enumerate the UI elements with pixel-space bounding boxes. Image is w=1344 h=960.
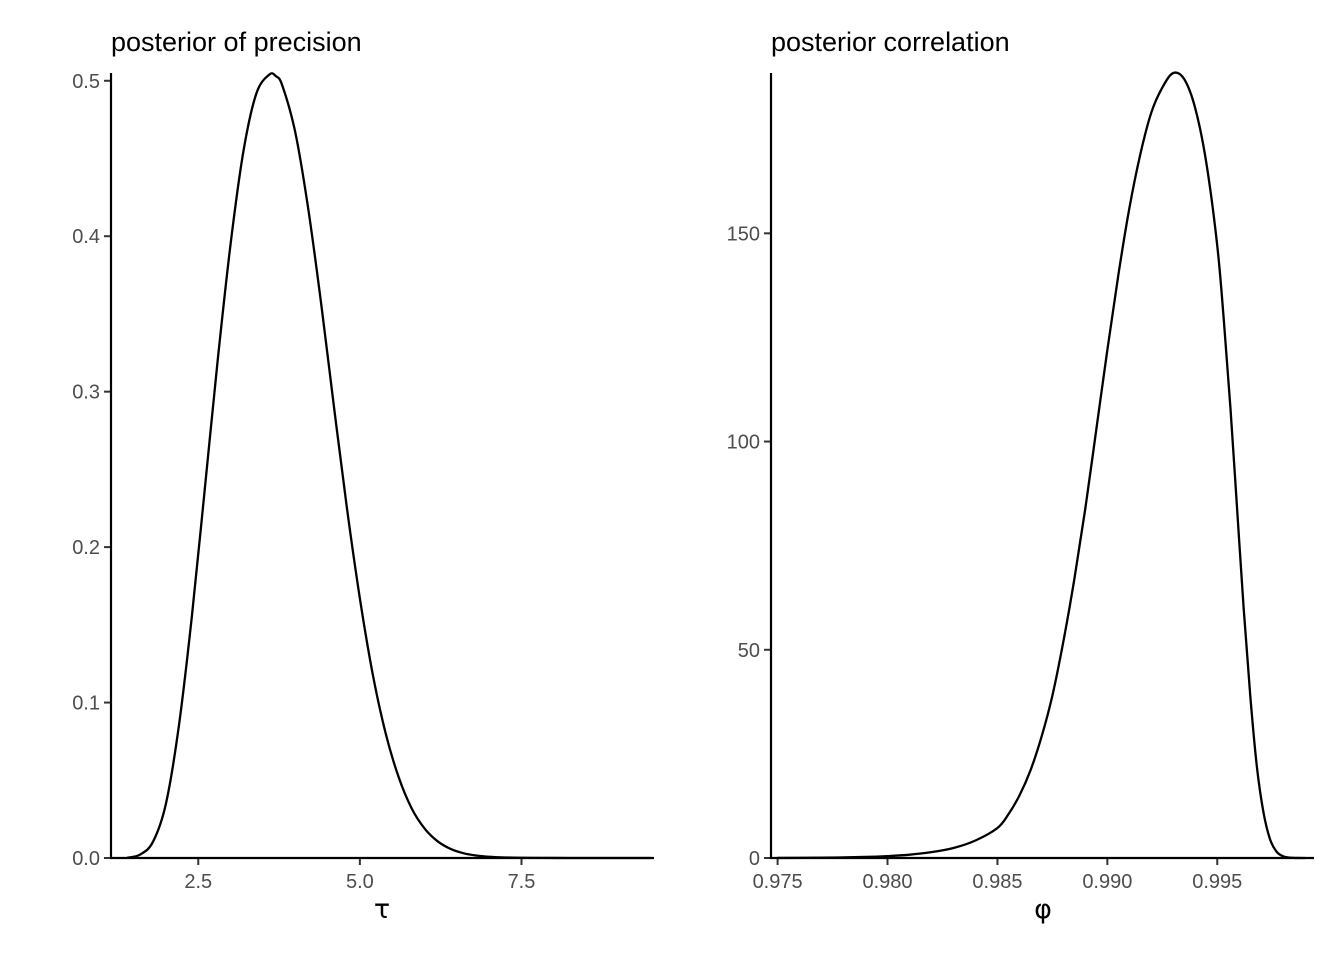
correlation-title: posterior correlation (771, 27, 1010, 57)
precision-x-axis-label: τ (374, 894, 390, 925)
precision-y-tick-label: 0.3 (72, 382, 100, 404)
correlation-x-axis-label: φ (1034, 894, 1052, 925)
correlation-y-tick-label: 50 (738, 640, 760, 662)
precision-x-tick-label: 2.5 (184, 871, 212, 893)
correlation-y-tick-label: 150 (727, 223, 760, 245)
correlation-density-line (777, 71, 1306, 860)
correlation-x-tick-label: 0.995 (1192, 871, 1242, 893)
precision-y-tick-label: 0.5 (72, 71, 100, 93)
precision-y-axis-ticks: 0.0 0.1 0.2 0.3 0.4 0.5 (72, 71, 111, 870)
precision-y-tick-label: 0.2 (72, 537, 100, 559)
precision-x-tick-label: 7.5 (508, 871, 536, 893)
precision-y-tick-label: 0.4 (72, 226, 100, 248)
precision-x-tick-label: 5.0 (346, 871, 374, 893)
correlation-x-tick-label: 0.990 (1082, 871, 1132, 893)
precision-y-tick-label: 0.1 (72, 693, 100, 715)
precision-x-axis-ticks: 2.5 5.0 7.5 (184, 858, 535, 893)
correlation-y-tick-label: 0 (749, 848, 760, 870)
precision-y-tick-label: 0.0 (72, 848, 100, 870)
correlation-x-tick-label: 0.980 (862, 871, 912, 893)
correlation-y-tick-label: 100 (727, 432, 760, 454)
correlation-y-axis-ticks: 0 50 100 150 (727, 223, 771, 870)
precision-density-line (126, 72, 651, 860)
correlation-x-axis-ticks: 0.975 0.980 0.985 0.990 0.995 (753, 858, 1242, 893)
precision-panel: posterior of precision 0.00.10.20.30.40.… (72, 27, 654, 925)
precision-title: posterior of precision (111, 27, 362, 57)
correlation-x-tick-label: 0.975 (753, 871, 803, 893)
correlation-x-tick-label: 0.985 (972, 871, 1022, 893)
